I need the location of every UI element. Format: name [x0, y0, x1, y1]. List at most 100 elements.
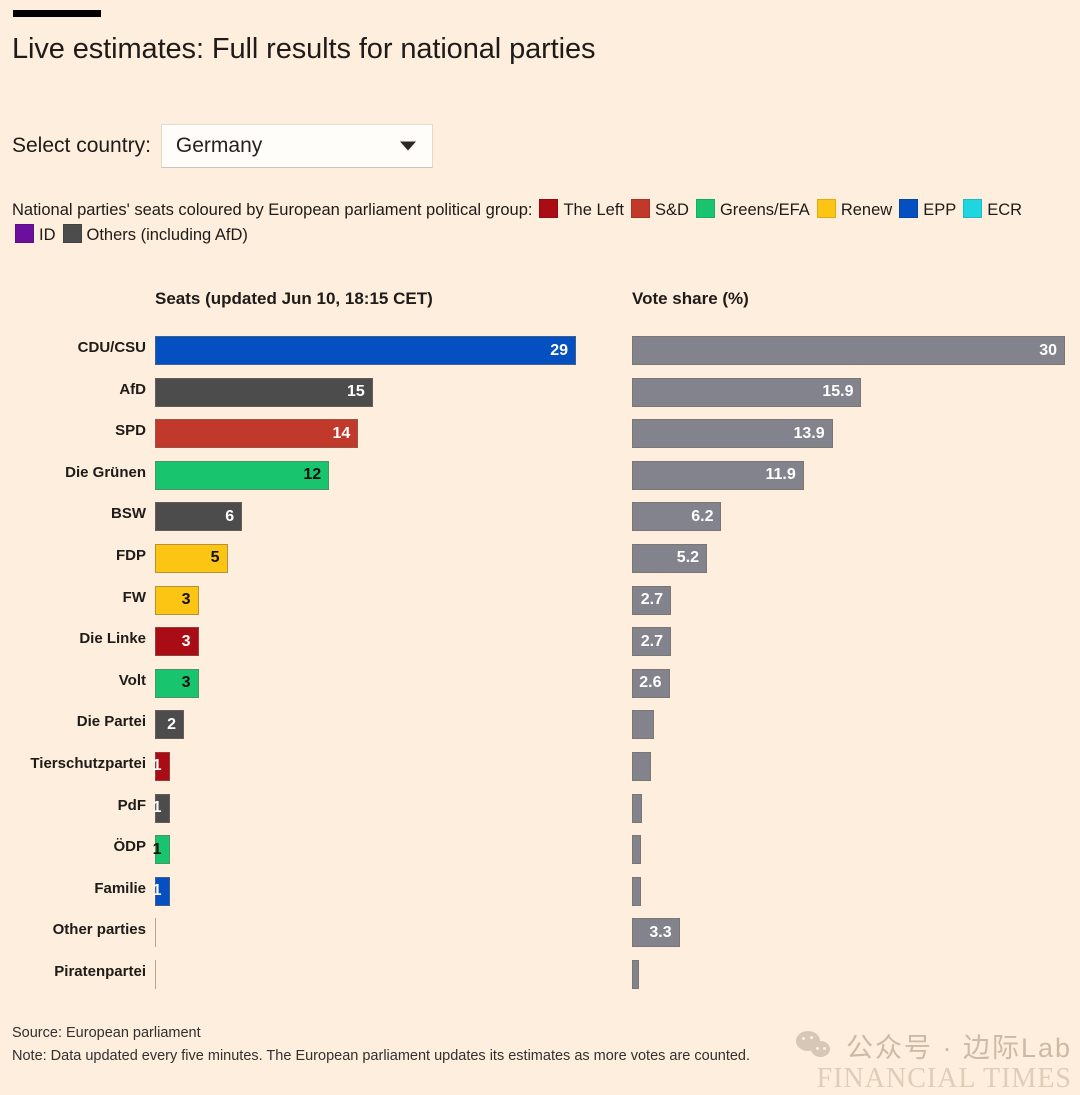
watermark-line-1: 公众号 · 边际Lab	[795, 1026, 1072, 1065]
watermark: 公众号 · 边际Lab FINANCIAL TIMES	[795, 1026, 1072, 1095]
vote-share-bar-value: 6.2	[691, 507, 714, 525]
vote-share-bar-value: 15.9	[822, 383, 854, 401]
legend-swatch-icon	[539, 199, 559, 218]
chart-row: Tierschutzpartei 1	[0, 746, 1080, 788]
legend-item-7: Others (including AfD)	[60, 224, 248, 244]
vote-share-bar-value: 30	[1039, 341, 1057, 359]
legend-swatch-icon	[899, 199, 919, 218]
seat-bar-value: 29	[550, 341, 568, 359]
chart-row: Piratenpartei	[0, 954, 1080, 996]
vote-share-bar[interactable]: 30	[632, 336, 1065, 365]
legend-item-4: EPP	[896, 199, 957, 219]
vote-share-bar[interactable]	[632, 876, 641, 906]
legend-item-label: EPP	[923, 201, 957, 219]
chart-row: FDP 5 5.2	[0, 538, 1080, 580]
party-label: Die Partei	[76, 713, 146, 731]
seat-bar[interactable]: 1	[152, 876, 170, 906]
party-label: Die Linke	[79, 630, 146, 648]
seat-bar[interactable]: 3	[155, 627, 199, 657]
chart-row: Die Partei 2	[0, 704, 1080, 746]
vote-share-bar[interactable]: 11.9	[632, 460, 804, 490]
vote-share-bar-value: 13.9	[793, 424, 825, 442]
vote-share-bar[interactable]	[632, 959, 640, 989]
vote-share-column-header: Vote share (%)	[632, 289, 749, 308]
select-country-label: Select country:	[12, 134, 151, 157]
vote-share-bar[interactable]	[632, 793, 643, 823]
party-label: Die Grünen	[65, 463, 146, 481]
seat-bar[interactable]: 1	[152, 751, 170, 781]
seat-bar[interactable]: 3	[155, 668, 199, 698]
vote-share-bar[interactable]: 6.2	[632, 502, 722, 532]
vote-share-bar-value: 2.7	[640, 591, 663, 609]
party-label: Tierschutzpartei	[30, 754, 146, 772]
seat-bar-value: 3	[181, 674, 191, 692]
legend-item-5: ECR	[960, 199, 1022, 219]
seat-bar-value: 3	[181, 591, 191, 609]
legend-intro: National parties' seats coloured by Euro…	[12, 201, 533, 219]
seat-bar-value: 2	[167, 715, 177, 733]
legend-swatch-icon	[695, 199, 715, 218]
chart-row: Other parties 3.3	[0, 912, 1080, 954]
seats-axis-tick	[155, 918, 156, 948]
legend-item-label: ID	[39, 226, 56, 244]
party-label: Piratenpartei	[54, 962, 146, 980]
vote-share-bar[interactable]	[632, 710, 654, 740]
seat-bar[interactable]: 12	[155, 460, 330, 490]
chart-row: BSW 6 6.2	[0, 496, 1080, 538]
note-text: Note: Data updated every five minutes. T…	[12, 1048, 751, 1064]
party-label: ÖDP	[113, 838, 146, 856]
seat-bar[interactable]: 29	[155, 336, 576, 365]
seat-bar[interactable]: 15	[155, 377, 373, 407]
party-label: AfD	[119, 380, 146, 398]
seat-bar-value: 3	[181, 632, 191, 650]
seat-bar[interactable]: 5	[155, 543, 228, 573]
vote-share-bar-value: 5.2	[676, 549, 700, 567]
chart-row: Volt 3 2.6	[0, 663, 1080, 705]
vote-share-bar[interactable]: 2.6	[632, 668, 670, 698]
chart-row: ÖDP 1	[0, 829, 1080, 871]
seat-bar-value: 15	[346, 383, 365, 401]
chart-row: SPD 14 13.9	[0, 413, 1080, 455]
vote-share-bar[interactable]: 2.7	[632, 585, 671, 615]
chart-row: PdF 1	[0, 788, 1080, 830]
seat-bar[interactable]: 1	[153, 835, 170, 865]
seat-bar[interactable]: 1	[153, 793, 170, 823]
party-label: PdF	[117, 796, 146, 814]
legend-item-6: ID	[12, 224, 56, 244]
country-selector-row: Select country: Germany	[12, 124, 433, 168]
seat-bar[interactable]: 2	[155, 710, 185, 740]
seat-bar-value: 5	[210, 549, 220, 567]
seats-column-header: Seats (updated Jun 10, 18:15 CET)	[155, 289, 433, 308]
seat-bar-value: 1	[152, 757, 162, 775]
vote-share-bar[interactable]: 13.9	[632, 419, 833, 449]
legend-swatch-icon	[631, 199, 650, 218]
chart-row: Die Linke 3 2.7	[0, 621, 1080, 663]
party-label: FW	[122, 588, 146, 606]
seat-bar[interactable]: 3	[155, 585, 199, 615]
party-label: Other parties	[52, 921, 146, 939]
vote-share-bar[interactable]	[632, 751, 651, 781]
seat-bar-value: 6	[225, 507, 235, 525]
legend-swatch-icon	[62, 224, 82, 243]
vote-share-bar[interactable]: 2.7	[632, 627, 671, 657]
legend-swatch-icon	[816, 199, 836, 218]
vote-share-bar-value: 2.6	[639, 674, 662, 692]
vote-share-bar[interactable]: 5.2	[632, 543, 708, 573]
seat-bar[interactable]: 6	[155, 502, 243, 532]
vote-share-bar-value: 3.3	[649, 923, 672, 941]
legend-swatch-icon	[963, 199, 983, 218]
chart-row: FW 3 2.7	[0, 580, 1080, 622]
vote-share-bar[interactable]	[632, 835, 641, 865]
party-label: Volt	[118, 671, 146, 689]
vote-share-bar[interactable]: 15.9	[632, 377, 862, 407]
seat-bar[interactable]: 14	[155, 419, 359, 449]
legend-item-3: Renew	[814, 199, 892, 219]
chevron-down-icon	[399, 141, 416, 151]
seat-bar-value: 1	[152, 882, 162, 900]
watermark-text-cn: 公众号 · 边际Lab	[845, 1033, 1072, 1063]
legend-item-0: The Left	[536, 199, 624, 219]
legend: National parties' seats coloured by Euro…	[12, 198, 1068, 248]
chart-row: AfD 15 15.9	[0, 372, 1080, 414]
vote-share-bar[interactable]: 3.3	[632, 918, 680, 948]
country-select[interactable]: Germany	[160, 124, 433, 168]
